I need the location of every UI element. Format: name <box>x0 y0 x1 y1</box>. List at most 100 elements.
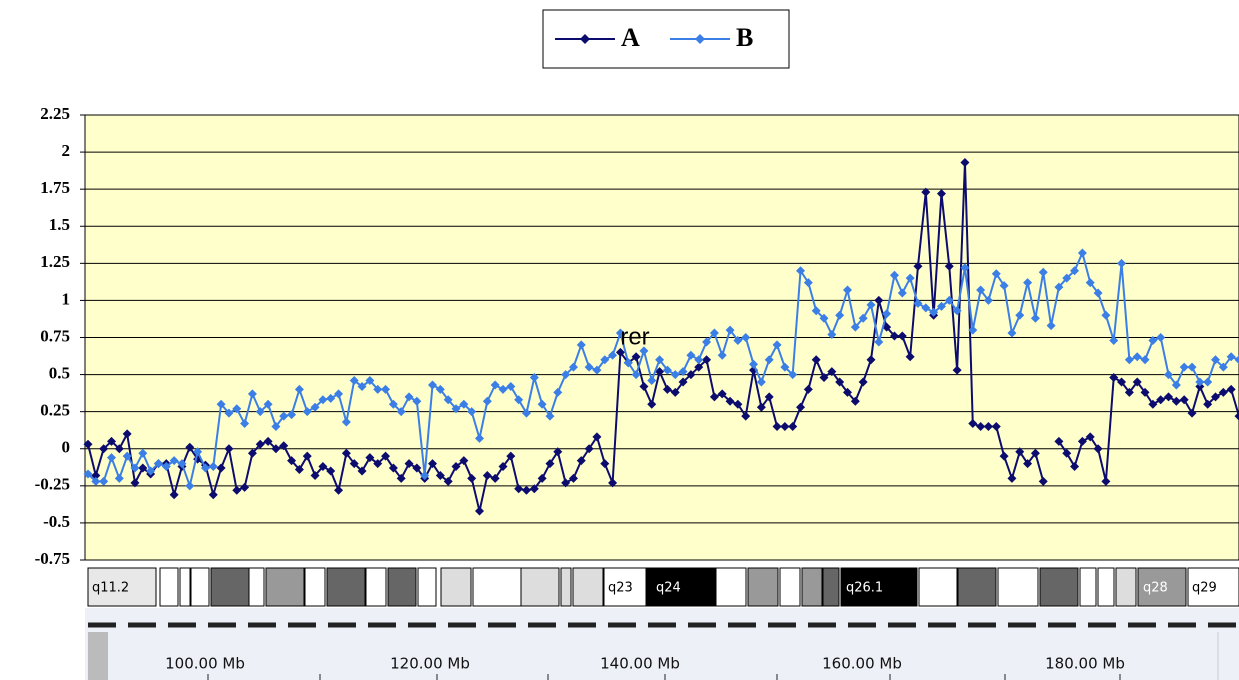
point <box>866 300 876 310</box>
point <box>404 392 414 402</box>
point <box>1218 362 1228 372</box>
point <box>1140 387 1150 397</box>
point <box>850 396 860 406</box>
band-label: q23 <box>608 581 633 596</box>
band <box>747 567 779 607</box>
band <box>326 567 366 607</box>
band-label: q11.2 <box>92 581 129 596</box>
point <box>827 330 837 340</box>
scale-marker <box>88 632 108 680</box>
point <box>521 408 531 418</box>
point <box>435 384 445 394</box>
point <box>1109 373 1119 383</box>
point <box>670 387 680 397</box>
band <box>801 567 823 607</box>
point <box>506 381 516 391</box>
point <box>1187 362 1197 372</box>
point <box>1171 396 1181 406</box>
point <box>490 473 500 483</box>
point <box>709 328 719 338</box>
point <box>960 263 970 273</box>
point <box>341 448 351 458</box>
band <box>179 567 191 607</box>
y-tick-label: 0 <box>62 438 71 457</box>
point <box>114 444 124 454</box>
point <box>623 358 633 368</box>
band <box>248 567 265 607</box>
point <box>302 407 312 417</box>
point <box>412 463 422 473</box>
band-label: q26.1 <box>846 581 883 596</box>
point <box>1093 288 1103 298</box>
y-tick-label: 2 <box>62 141 71 160</box>
y-tick-label: 1.5 <box>49 215 70 234</box>
point <box>153 459 163 469</box>
point <box>1234 355 1239 365</box>
point <box>796 402 806 412</box>
point <box>388 399 398 409</box>
point <box>1156 395 1166 405</box>
point <box>561 370 571 380</box>
point <box>702 337 712 347</box>
point <box>404 459 414 469</box>
band-label: q28 <box>1143 581 1168 596</box>
point <box>678 377 688 387</box>
point <box>1030 313 1040 323</box>
point <box>796 266 806 276</box>
point <box>608 350 618 360</box>
point <box>756 377 766 387</box>
point <box>897 288 907 298</box>
point <box>733 399 743 409</box>
point <box>819 313 829 323</box>
point <box>420 470 430 480</box>
band <box>918 567 958 607</box>
point <box>1226 384 1236 394</box>
point <box>240 419 250 429</box>
legend-label: B <box>736 23 753 52</box>
point <box>428 459 438 469</box>
point <box>631 352 641 362</box>
point <box>263 399 273 409</box>
point <box>866 355 876 365</box>
point <box>232 485 242 495</box>
point <box>326 466 336 476</box>
point <box>991 269 1001 279</box>
point <box>1148 399 1158 409</box>
band-label: q29 <box>1192 581 1217 596</box>
point <box>921 187 931 197</box>
point <box>396 473 406 483</box>
point <box>146 466 156 476</box>
point <box>897 331 907 341</box>
point <box>193 447 203 457</box>
point <box>952 365 962 375</box>
point <box>99 444 109 454</box>
annotation: rer <box>620 323 649 350</box>
point <box>1234 411 1239 421</box>
point <box>545 411 555 421</box>
point <box>850 322 860 332</box>
band <box>472 567 522 607</box>
point <box>592 432 602 442</box>
point <box>913 298 923 308</box>
point <box>889 331 899 341</box>
point <box>185 442 195 452</box>
point <box>835 377 845 387</box>
point <box>216 399 226 409</box>
scale-label: 140.00 Mb <box>600 655 680 673</box>
point <box>1124 387 1134 397</box>
band <box>304 567 326 607</box>
point <box>725 396 735 406</box>
point <box>843 285 853 295</box>
point <box>521 485 531 495</box>
point <box>224 444 234 454</box>
band <box>190 567 210 607</box>
point <box>655 355 665 365</box>
point <box>944 261 954 271</box>
point <box>169 456 179 466</box>
point <box>467 473 477 483</box>
point <box>678 367 688 377</box>
point <box>1187 408 1197 418</box>
point <box>177 459 187 469</box>
point <box>514 395 524 405</box>
point <box>811 355 821 365</box>
